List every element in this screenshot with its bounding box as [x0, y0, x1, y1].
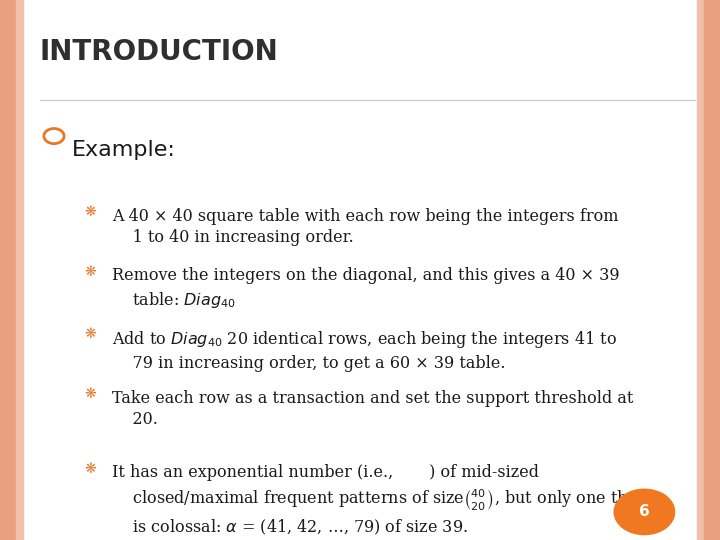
- Circle shape: [614, 489, 675, 535]
- Text: 6: 6: [639, 504, 649, 519]
- Text: Take each row as a transaction and set the support threshold at
    20.: Take each row as a transaction and set t…: [112, 390, 633, 428]
- Text: Remove the integers on the diagonal, and this gives a 40 × 39
    table: $\mathi: Remove the integers on the diagonal, and…: [112, 267, 619, 309]
- Text: It has an exponential number (i.e.,       ) of mid-sized
    closed/maximal freq: It has an exponential number (i.e., ) of…: [112, 464, 644, 537]
- Text: ❋: ❋: [84, 327, 96, 341]
- Text: A 40 × 40 square table with each row being the integers from
    1 to 40 in incr: A 40 × 40 square table with each row bei…: [112, 208, 618, 246]
- Text: Example:: Example:: [72, 140, 176, 160]
- Text: ❋: ❋: [84, 462, 96, 476]
- Text: Add to $\mathit{Diag}_{40}$ 20 identical rows, each being the integers 41 to
   : Add to $\mathit{Diag}_{40}$ 20 identical…: [112, 329, 616, 372]
- Text: INTRODUCTION: INTRODUCTION: [40, 38, 279, 66]
- Text: ❋: ❋: [84, 387, 96, 401]
- Text: ❋: ❋: [84, 265, 96, 279]
- Text: ❋: ❋: [84, 205, 96, 219]
